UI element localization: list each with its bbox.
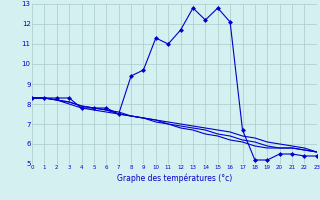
X-axis label: Graphe des températures (°c): Graphe des températures (°c)	[117, 173, 232, 183]
